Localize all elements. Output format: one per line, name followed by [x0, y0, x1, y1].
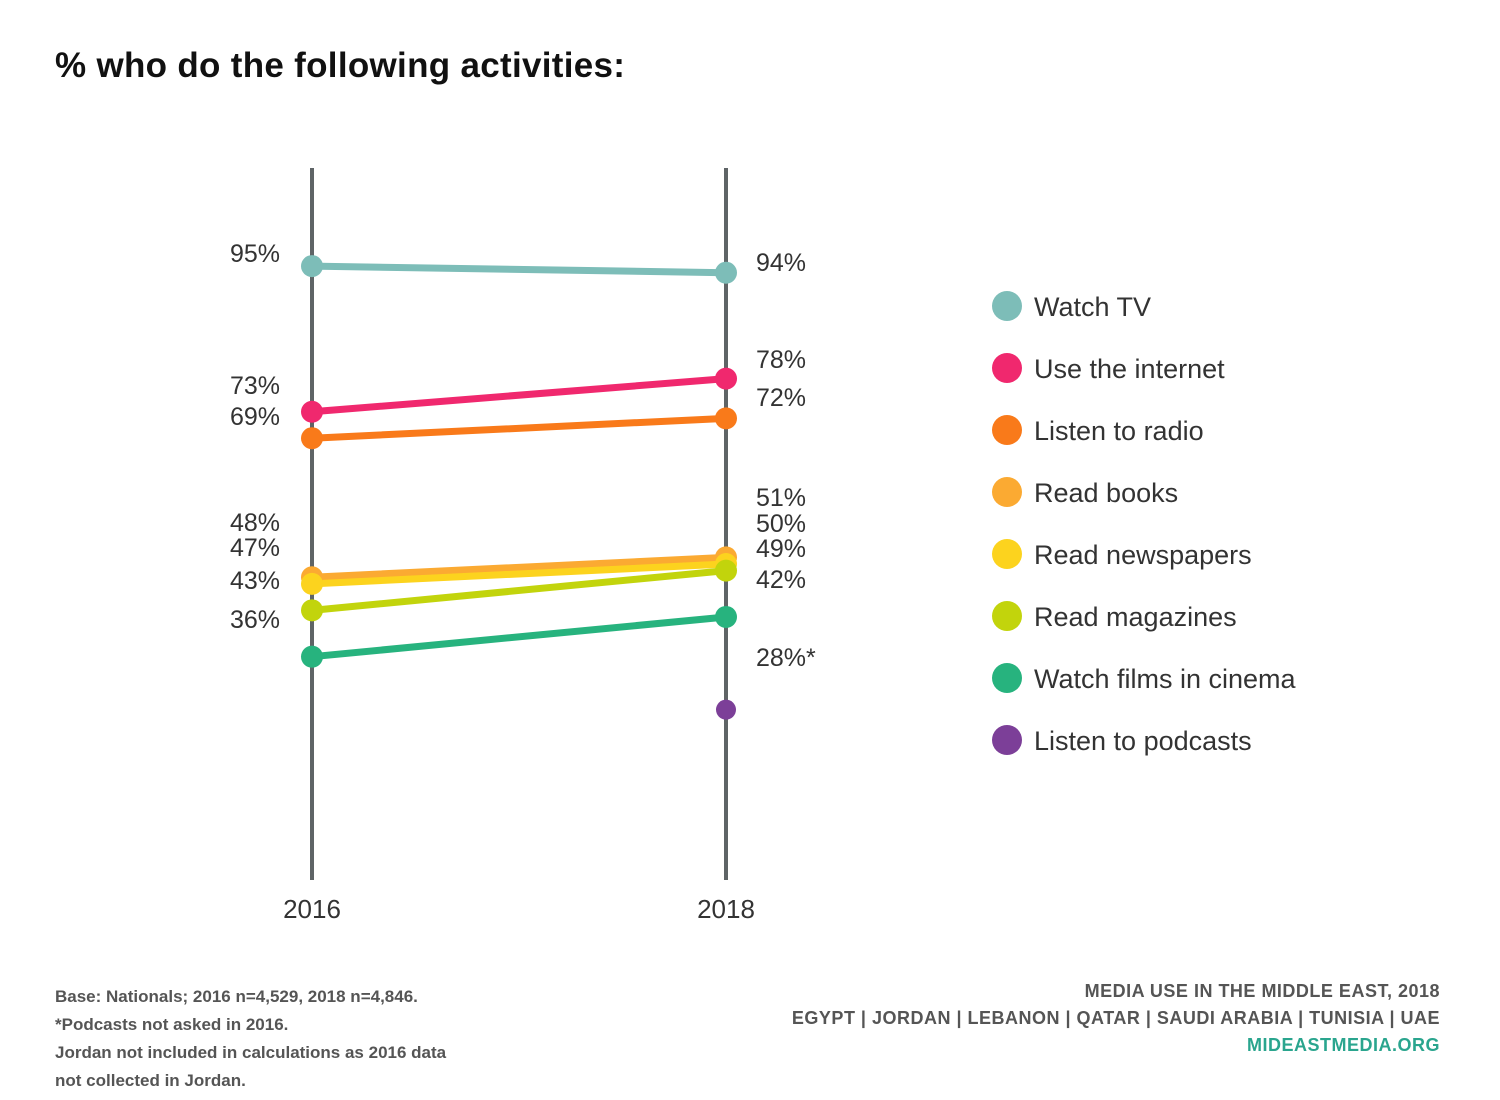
footnote-line: not collected in Jordan. — [55, 1071, 246, 1090]
footnote-line: *Podcasts not asked in 2016. — [55, 1015, 289, 1034]
legend: Watch TV Use the internet Listen to radio R… — [992, 291, 1297, 756]
series-lines — [308, 262, 730, 661]
x-tick-label: 2018 — [697, 894, 755, 924]
legend-marker-read-magazines — [992, 601, 1022, 631]
data-point-read-newspapers — [301, 572, 323, 595]
source-title: MEDIA USE IN THE MIDDLE EAST, 2018 — [1084, 981, 1440, 1001]
legend-marker-read-newspapers — [992, 539, 1022, 569]
legend-marker-listen-to-podcasts — [992, 725, 1022, 755]
data-point-watch-tv — [715, 261, 737, 284]
data-label-use-the-internet: 78% — [756, 346, 806, 374]
data-label-read-books: 48% — [230, 509, 280, 537]
data-label-watch-films-in-cinema: 36% — [230, 606, 280, 634]
legend-label-read-books: Read books — [1034, 478, 1178, 508]
data-label-watch-films-in-cinema: 42% — [756, 566, 806, 594]
data-point-read-magazines — [301, 599, 323, 622]
data-label-watch-tv: 94% — [756, 249, 806, 277]
footnote-line: Jordan not included in calculations as 2… — [55, 1043, 447, 1062]
data-point-use-the-internet — [301, 400, 323, 423]
legend-label-use-the-internet: Use the internet — [1034, 354, 1225, 384]
source-credit: MEDIA USE IN THE MIDDLE EAST, 2018 EGYPT… — [792, 978, 1440, 1059]
axes: 2016 2018 — [283, 168, 755, 924]
legend-marker-read-books — [992, 477, 1022, 507]
data-label-read-newspapers: 47% — [230, 534, 280, 562]
series-points — [301, 255, 737, 720]
legend-label-watch-films-in-cinema: Watch films in cinema — [1034, 664, 1297, 694]
data-label-listen-to-radio: 69% — [230, 403, 280, 431]
data-point-watch-films-in-cinema — [301, 645, 323, 668]
series-line-watch-films-in-cinema — [308, 613, 730, 661]
data-point-watch-films-in-cinema — [715, 605, 737, 628]
data-label-read-newspapers: 50% — [756, 510, 806, 538]
data-point-watch-tv — [301, 255, 323, 278]
data-labels: 95% 94% 73% 78% 69% 72% 48% 51% 47% 50% 43% 49% 36% 4… — [230, 240, 816, 672]
chart-plot: 2016 2018 95% 94%73%78%69%72%48%51%47%50%4… — [230, 168, 1297, 924]
series-line-read-books — [308, 553, 730, 581]
chart-title: % who do the following activities: — [55, 46, 626, 85]
source-url[interactable]: MIDEASTMEDIA.ORG — [1246, 1035, 1440, 1055]
legend-label-listen-to-radio: Listen to radio — [1034, 416, 1204, 446]
x-tick-label: 2016 — [283, 894, 341, 924]
data-label-read-books: 51% — [756, 484, 806, 512]
footnotes: Base: Nationals; 2016 n=4,529, 2018 n=4,… — [55, 983, 446, 1095]
footnote-line: Base: Nationals; 2016 n=4,529, 2018 n=4,… — [55, 987, 418, 1006]
data-label-listen-to-radio: 72% — [756, 384, 806, 412]
legend-marker-use-the-internet — [992, 353, 1022, 383]
series-line-watch-tv — [308, 262, 730, 277]
data-point-listen-to-podcasts — [716, 699, 736, 720]
legend-label-read-magazines: Read magazines — [1034, 602, 1237, 632]
data-label-watch-tv: 95% — [230, 240, 280, 268]
series-line-read-newspapers — [308, 560, 730, 588]
legend-label-watch-tv: Watch TV — [1034, 292, 1151, 322]
data-point-listen-to-radio — [715, 407, 737, 430]
legend-label-listen-to-podcasts: Listen to podcasts — [1034, 726, 1252, 756]
data-label-use-the-internet: 73% — [230, 372, 280, 400]
series-line-listen-to-radio — [308, 414, 730, 442]
data-point-read-magazines — [715, 559, 737, 582]
series-line-read-magazines — [308, 567, 730, 614]
source-countries: EGYPT | JORDAN | LEBANON | QATAR | SAUDI… — [791, 1008, 1440, 1028]
data-point-listen-to-radio — [301, 427, 323, 450]
legend-marker-watch-films-in-cinema — [992, 663, 1022, 693]
data-point-use-the-internet — [715, 367, 737, 390]
legend-marker-watch-tv — [992, 291, 1022, 321]
data-label-listen-to-podcasts: 28%* — [756, 644, 816, 672]
data-label-read-magazines: 43% — [230, 567, 280, 595]
legend-label-read-newspapers: Read newspapers — [1034, 540, 1252, 570]
legend-marker-listen-to-radio — [992, 415, 1022, 445]
data-label-read-magazines: 49% — [756, 535, 806, 563]
series-line-use-the-internet — [308, 375, 730, 416]
